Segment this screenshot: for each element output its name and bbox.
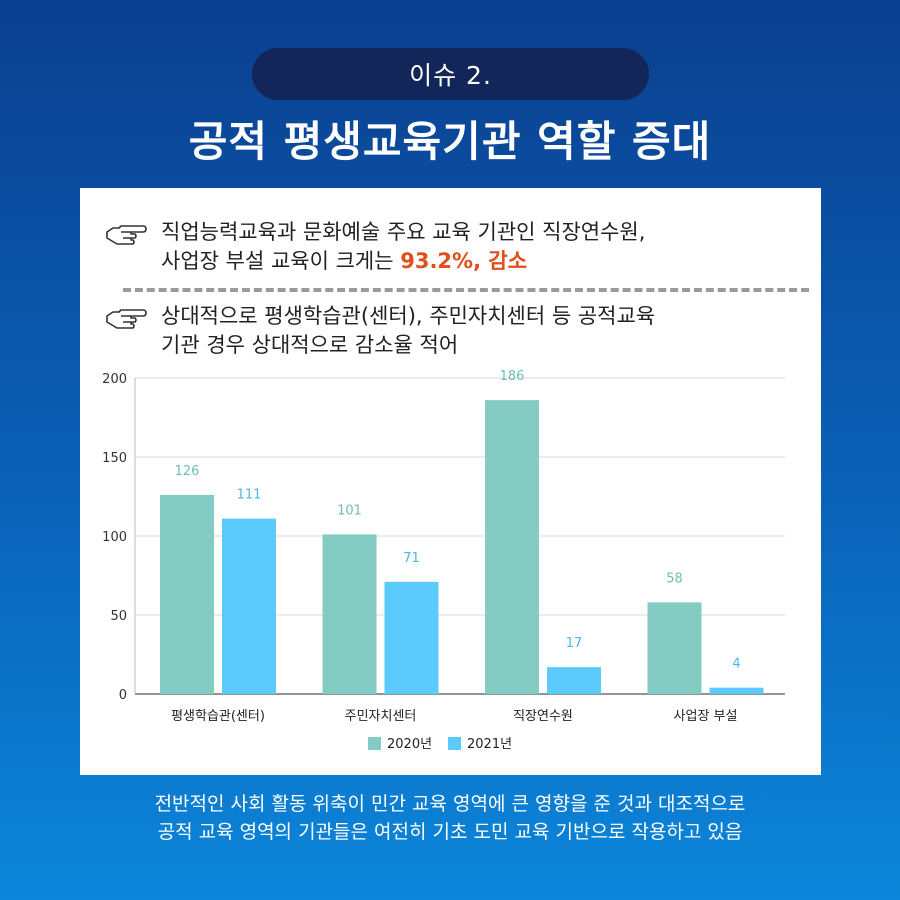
footer-line-1: 전반적인 사회 활동 위축이 민간 교육 영역에 큰 영향을 준 것과 대조적으… (154, 793, 746, 815)
page-title: 공적 평생교육기관 역할 증대 (188, 117, 712, 166)
data-label: 17 (566, 636, 583, 651)
legend-label: 2020년 (387, 737, 432, 752)
y-tick-label: 200 (102, 372, 127, 387)
dashed-divider (123, 288, 809, 292)
data-label: 58 (666, 571, 683, 586)
bar-2021 (547, 667, 601, 694)
bar-2020 (322, 534, 377, 694)
pointing-hand-icon (106, 225, 147, 245)
footer-line-2: 공적 교육 영역의 기관들은 여전히 기초 도민 교육 기반으로 작용하고 있음 (157, 821, 743, 843)
legend-swatch (448, 737, 461, 750)
pointing-hand-icon (106, 309, 147, 329)
bar-2021 (384, 581, 439, 694)
data-label: 4 (732, 657, 740, 672)
y-tick-label: 150 (102, 451, 127, 466)
data-label: 186 (500, 369, 525, 384)
bar-2020 (160, 494, 214, 694)
bar-2020 (485, 400, 539, 694)
legend-swatch (368, 737, 381, 750)
y-tick-label: 0 (119, 688, 127, 703)
data-label: 101 (337, 503, 362, 518)
point-text-1: 직업능력교육과 문화예술 주요 교육 기관인 직장연수원, 사업장 부설 교육이… (161, 218, 645, 276)
bar-chart: 0 50 100 150 200 126 111 평생학습관(센터) 101 71 주민자치센터 18… (102, 369, 785, 752)
y-tick-label: 100 (102, 530, 127, 545)
point-1-line-1: 직업능력교육과 문화예술 주요 교육 기관인 직장연수원, (161, 220, 646, 244)
point-text-2: 상대적으로 평생학습관(센터), 주민자치센터 등 공적교육 기관 경우 상대적… (161, 302, 655, 360)
y-tick-label: 50 (110, 609, 127, 624)
decrease-highlight: 93.2%, 감소 (400, 249, 528, 273)
issue-label-pill: 이슈 2. (252, 48, 649, 100)
bar-2021 (222, 518, 276, 694)
point-item-2: 상대적으로 평생학습관(센터), 주민자치센터 등 공적교육 기관 경우 상대적… (105, 302, 655, 360)
data-label: 111 (237, 488, 262, 503)
issue-label: 이슈 2. (409, 61, 492, 90)
data-label: 71 (403, 551, 420, 566)
point-1-line-2: 사업장 부설 교육이 크게는 93.2%, 감소 (161, 247, 645, 276)
point-1-line-2-prefix: 사업장 부설 교육이 크게는 (161, 249, 401, 273)
point-2-line-1: 상대적으로 평생학습관(센터), 주민자치센터 등 공적교육 (161, 304, 656, 328)
x-tick-label: 사업장 부설 (674, 709, 738, 724)
footer-note: 전반적인 사회 활동 위축이 민간 교육 영역에 큰 영향을 준 것과 대조적으… (0, 790, 900, 846)
legend-label: 2021년 (467, 737, 512, 752)
bar-2020 (647, 602, 702, 694)
point-2-line-2: 기관 경우 상대적으로 감소율 적어 (161, 333, 459, 357)
x-tick-label: 직장연수원 (513, 709, 573, 724)
data-label: 126 (175, 464, 200, 479)
content-card: 직업능력교육과 문화예술 주요 교육 기관인 직장연수원, 사업장 부설 교육이… (80, 188, 821, 775)
x-tick-label: 주민자치센터 (345, 709, 417, 724)
bar-2021 (709, 687, 764, 694)
point-item-1: 직업능력교육과 문화예술 주요 교육 기관인 직장연수원, 사업장 부설 교육이… (105, 218, 645, 276)
x-tick-label: 평생학습관(센터) (171, 709, 265, 724)
